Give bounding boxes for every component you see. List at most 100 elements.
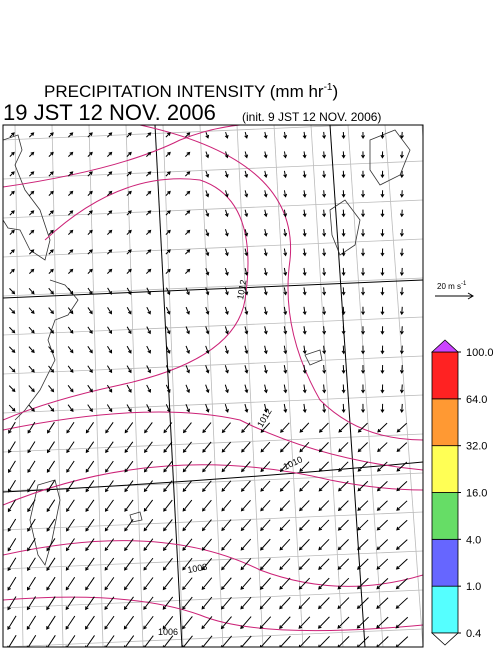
- wind-arrow: [341, 151, 346, 159]
- wind-arrow: [185, 404, 191, 413]
- wind-arrow: [8, 404, 16, 412]
- wind-arrow: [26, 615, 37, 630]
- wind-arrow: [302, 170, 307, 179]
- wind-arrow: [302, 229, 307, 237]
- wind-arrow: [48, 229, 54, 235]
- wind-arrow: [46, 576, 56, 591]
- wind-arrow: [66, 480, 75, 493]
- wind-arrow: [105, 441, 114, 454]
- wind-arrow: [165, 365, 171, 374]
- wind-arrow: [124, 441, 134, 454]
- wind-arrow: [162, 557, 173, 571]
- wind-arrow: [380, 209, 385, 218]
- wind-arrow: [67, 365, 74, 373]
- wind-arrow: [163, 499, 173, 512]
- wind-arrow: [361, 345, 365, 355]
- wind-arrow: [322, 345, 327, 355]
- wind-arrow: [322, 365, 327, 374]
- wind-arrow: [67, 404, 74, 413]
- wind-arrow: [338, 461, 349, 472]
- wind-arrow: [221, 422, 231, 434]
- colorbar-label: 100.0: [466, 347, 494, 359]
- wind-arrow: [182, 499, 193, 512]
- wind-arrow: [244, 403, 249, 413]
- wind-arrow: [244, 287, 249, 296]
- wind-arrow: [221, 635, 233, 647]
- wind-arrow: [146, 190, 152, 196]
- wind-arrow: [302, 384, 307, 394]
- colorbar-label: 4.0: [466, 534, 481, 546]
- wind-arrow: [240, 616, 252, 630]
- wind-arrow: [341, 384, 346, 394]
- wind-arrow: [341, 326, 346, 335]
- wind-arrow: [87, 151, 93, 157]
- wind-arrow: [124, 538, 134, 552]
- wind-arrow: [162, 616, 174, 630]
- wind-arrow: [322, 248, 327, 257]
- wind-arrow: [298, 558, 310, 571]
- grid-line: [236, 125, 264, 647]
- wind-arrow: [298, 597, 311, 610]
- wind-arrow: [107, 345, 113, 354]
- wind-arrow: [48, 287, 54, 295]
- grid-line: [199, 125, 224, 647]
- wind-arrow: [399, 131, 404, 139]
- wind-arrow: [104, 577, 115, 591]
- wind-arrow: [182, 616, 193, 630]
- colorbar-segment: [431, 445, 459, 493]
- wind-arrow: [87, 326, 93, 334]
- wind-arrow: [283, 287, 288, 296]
- wind-arrow: [318, 519, 330, 531]
- wind-arrow: [85, 499, 95, 512]
- wind-arrow: [263, 306, 268, 316]
- wind-arrow: [224, 403, 229, 413]
- wind-arrow: [66, 518, 75, 532]
- wind-arrow: [87, 346, 93, 354]
- map-frame: [2, 124, 424, 648]
- wind-arrow: [338, 422, 349, 433]
- wind-arrow: [263, 151, 268, 159]
- wind-arrow: [165, 210, 171, 216]
- wind-arrow: [322, 326, 327, 335]
- wind-arrow: [123, 596, 134, 610]
- wind-arrow: [163, 441, 173, 453]
- init-time: (init. 9 JST 12 NOV. 2006): [242, 110, 381, 124]
- wind-arrow: [68, 132, 74, 138]
- wind-arrow: [48, 268, 54, 274]
- wind-arrow: [380, 326, 385, 335]
- wind-arrow: [126, 307, 132, 315]
- wind-arrow: [126, 132, 132, 138]
- wind-arrow: [9, 151, 15, 157]
- wind-arrow: [202, 441, 212, 453]
- wind-arrow: [28, 365, 35, 373]
- wind-arrow: [107, 268, 113, 274]
- wind-arrow: [46, 557, 56, 571]
- wind-arrow: [68, 268, 74, 274]
- wind-arrow: [361, 170, 365, 179]
- wind-arrow: [107, 229, 113, 235]
- wind-arrow: [399, 190, 404, 198]
- valid-time: 19 JST 12 NOV. 2006: [3, 100, 216, 125]
- wind-arrow: [165, 190, 171, 196]
- wind-arrow: [240, 538, 252, 551]
- wind-arrow: [185, 210, 191, 216]
- grid-line: [3, 394, 423, 414]
- wind-arrow: [380, 345, 385, 355]
- wind-arrow: [341, 229, 346, 237]
- wind-arrow: [263, 403, 268, 413]
- wind-arrow: [67, 384, 74, 393]
- wind-arrow: [185, 287, 190, 296]
- wind-arrow: [224, 287, 229, 296]
- wind-arrow: [240, 519, 252, 532]
- wind-arrow: [361, 287, 365, 296]
- wind-arrow: [182, 519, 193, 532]
- wind-arrow: [395, 558, 408, 570]
- wind-arrow: [143, 519, 154, 532]
- wind-arrow: [244, 384, 249, 394]
- wind-arrow: [126, 404, 132, 413]
- wind-arrow: [185, 345, 190, 354]
- wind-arrow: [318, 480, 330, 492]
- wind-arrow: [376, 616, 389, 629]
- wind-arrow: [337, 577, 350, 590]
- wind-arrow: [241, 461, 251, 473]
